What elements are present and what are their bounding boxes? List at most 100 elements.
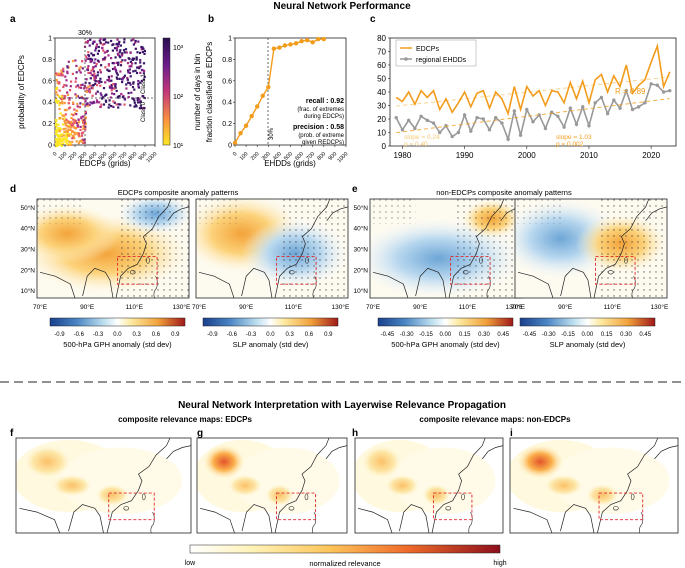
hist-cell: [115, 70, 118, 73]
hist-cell: [63, 108, 66, 112]
cbar-d-gph-tick: 0.3: [132, 332, 141, 338]
hist-cell: [93, 74, 96, 78]
hist-cell: [58, 135, 61, 138]
cbar-d-gph-tick: 0.9: [171, 332, 180, 338]
hist-cell: [72, 122, 75, 125]
panel-a-frame: [54, 37, 156, 146]
hist-cell: [89, 77, 92, 80]
lat-label: 50°N: [20, 204, 35, 212]
hist-cell: [106, 68, 109, 71]
hist-cell: [94, 80, 97, 83]
panel-c-p2: p = 0.002: [556, 141, 584, 148]
hist-cell: [99, 38, 102, 41]
hist-cell: [79, 102, 82, 105]
panel-b-point: [293, 41, 299, 46]
hist-cell: [94, 75, 97, 78]
hist-cell: [118, 54, 121, 57]
hist-cell: [124, 59, 127, 62]
panel-a-xtick: 400: [88, 151, 99, 162]
panel-a-xtick: 800: [128, 151, 139, 162]
hist-cell: [65, 84, 68, 87]
island: [613, 506, 619, 511]
hist-cell: [56, 135, 59, 138]
hist-cell: [121, 78, 124, 81]
hist-cell: [91, 74, 94, 77]
hist-cell: [66, 91, 69, 94]
cbar-d-slp-label: SLP anomaly (std dev): [233, 340, 309, 349]
hist-cell: [60, 69, 63, 72]
hist-cell: [117, 96, 120, 99]
hist-cell: [58, 127, 61, 130]
panel-c-point: [618, 106, 622, 110]
hist-cell: [99, 77, 102, 80]
hist-cell: [126, 62, 130, 65]
hist-cell: [71, 124, 74, 127]
coastline: [431, 438, 486, 533]
hist-cell: [58, 81, 61, 84]
coastline: [399, 504, 430, 533]
hist-cell: [83, 119, 86, 123]
panel-label-f: f: [10, 428, 14, 439]
hist-cell: [68, 106, 72, 109]
island: [304, 493, 309, 501]
panel-b-xtick: 400: [272, 151, 283, 162]
coastline: [654, 445, 678, 460]
hist-cell: [69, 133, 72, 136]
panel-c-point: [456, 130, 461, 135]
hist-cell: [91, 102, 94, 105]
hist-cell: [86, 104, 89, 107]
relevance-hotspot: [51, 474, 93, 497]
hist-cell: [131, 58, 134, 61]
panel-label-b: b: [208, 14, 214, 25]
panel-b-point: [310, 40, 315, 45]
hist-cell: [56, 138, 59, 141]
hist-cell: [65, 136, 68, 139]
panel-a-ytick: 0.6: [42, 78, 52, 85]
panel-b-point: [249, 113, 254, 119]
relevance-hotspot: [384, 474, 421, 497]
hist-cell: [131, 86, 135, 89]
map-frame: [195, 198, 349, 299]
hist-cell: [105, 50, 108, 53]
panel-b-series: [232, 36, 326, 146]
hist-cell: [84, 116, 87, 119]
hist-cell: [68, 124, 71, 127]
panel-b-precision-note2: given REDCPs): [302, 140, 344, 146]
panel-label-c: c: [370, 14, 376, 25]
hist-cell: [88, 88, 91, 91]
hist-cell: [82, 97, 85, 100]
panel-b-ytick: 0: [228, 143, 232, 150]
hist-cell: [55, 128, 59, 131]
hist-cell: [108, 103, 111, 106]
hist-cell: [102, 38, 105, 41]
hist-cell: [104, 41, 108, 44]
hist-cell: [55, 132, 58, 135]
hist-cell: [107, 75, 110, 78]
hist-cell: [70, 113, 73, 116]
hist-cell: [64, 113, 67, 116]
hist-cell: [121, 96, 125, 99]
panel-b-xtick: 900: [328, 151, 339, 162]
panel-c-ytick: 10: [377, 129, 386, 138]
hist-cell: [110, 92, 114, 95]
panel-a-xtick: 100: [58, 151, 69, 162]
hist-cell: [136, 51, 139, 54]
coastline: [198, 271, 235, 298]
hist-cell: [132, 97, 135, 100]
hist-cell: [113, 93, 116, 96]
panel-c-point: [556, 114, 560, 119]
hist-cell: [69, 89, 72, 92]
hist-cell: [73, 108, 76, 111]
hist-cell: [84, 59, 87, 62]
panel-a-histogram: [55, 38, 146, 148]
hist-cell: [123, 98, 127, 101]
relevance-hotspot: [94, 483, 130, 507]
lat-label: 10°N: [20, 287, 35, 295]
hist-cell: [97, 59, 100, 62]
coastline: [357, 507, 393, 533]
hist-cell: [62, 117, 65, 120]
hist-cell: [65, 135, 68, 138]
panel-c-point: [593, 101, 597, 105]
panel-a-xtick: 900: [138, 151, 149, 162]
hist-cell: [143, 75, 146, 78]
